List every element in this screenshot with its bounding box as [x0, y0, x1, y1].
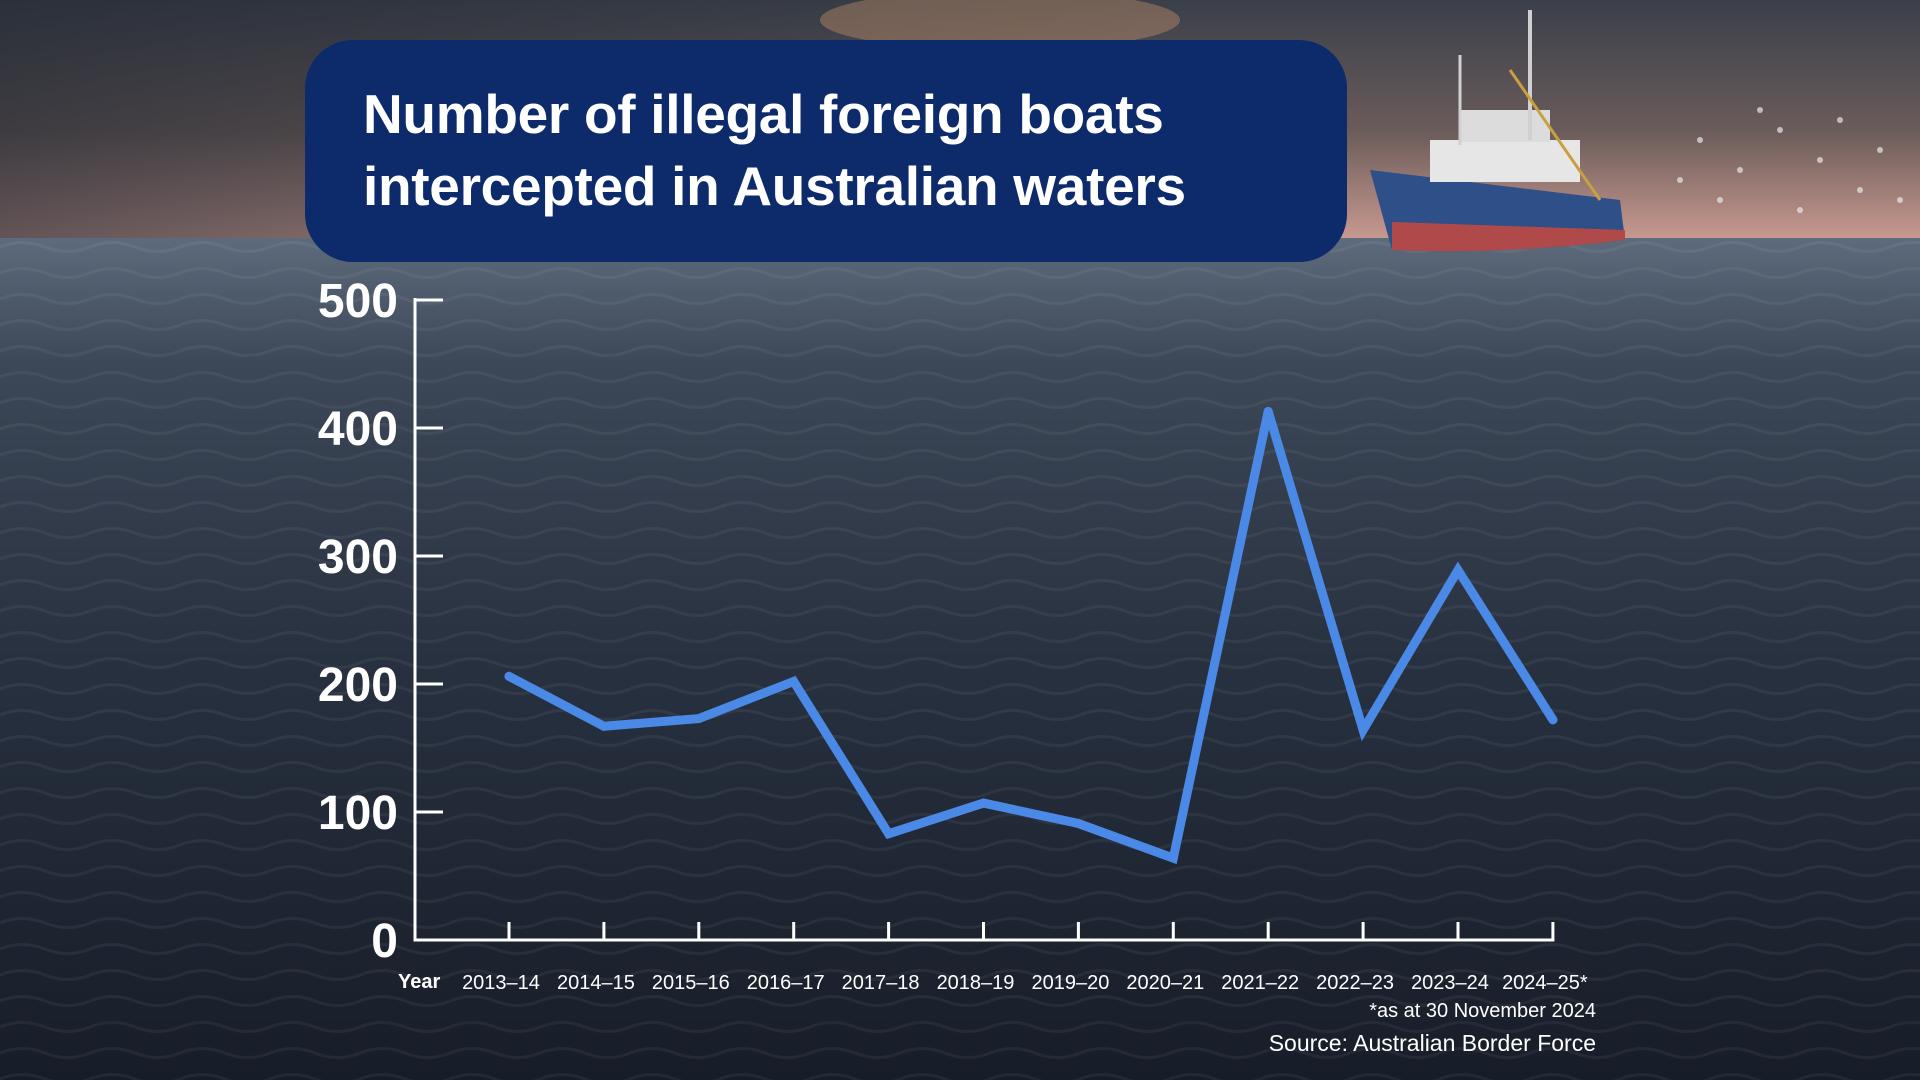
data-point	[789, 676, 799, 686]
seagulls-flock	[1677, 107, 1903, 213]
x-tick-label: 2017–18	[842, 972, 920, 994]
data-point	[979, 798, 988, 808]
title-banner: Number of illegal foreign boats intercep…	[305, 40, 1347, 262]
y-tick-label: 0	[371, 915, 398, 968]
data-point	[1453, 565, 1463, 575]
fishing-boat-icon	[1370, 10, 1625, 252]
x-tick-label: 2018–19	[937, 972, 1015, 994]
data-point	[1073, 819, 1083, 829]
x-axis-label: Year	[398, 971, 440, 993]
data-point	[1358, 725, 1368, 735]
y-tick-label: 300	[318, 531, 398, 584]
data-point	[1168, 853, 1178, 863]
x-tick-label: 2019–20	[1031, 972, 1109, 994]
source-note: Source: Australian Border Force	[1268, 1030, 1596, 1056]
data-point	[1548, 715, 1558, 725]
x-tick-label: 2016–17	[747, 972, 825, 994]
data-point	[1263, 406, 1273, 416]
y-tick-label: 400	[318, 403, 398, 456]
x-tick-label: 2022–23	[1316, 972, 1394, 994]
footnote: *as at 30 November 2024	[1369, 1000, 1596, 1022]
y-tick-label: 200	[318, 659, 398, 712]
data-point	[884, 829, 894, 839]
x-tick-label: 2024–25*	[1502, 972, 1588, 994]
x-tick-label: 2015–16	[652, 972, 730, 994]
x-tick-label: 2013–14	[462, 972, 540, 994]
x-tick-label: 2021–22	[1221, 972, 1299, 994]
data-point	[599, 721, 609, 731]
x-tick-label: 2020–21	[1126, 972, 1204, 994]
data-point	[504, 671, 514, 681]
x-tick-label: 2014–15	[557, 972, 635, 994]
series-line	[504, 410, 1558, 865]
x-tick-label: 2023–24	[1411, 972, 1489, 994]
data-point	[694, 714, 704, 724]
y-tick-label: 100	[318, 787, 398, 840]
chart-title: Number of illegal foreign boats intercep…	[363, 83, 1186, 217]
y-tick-label: 500	[318, 275, 398, 328]
